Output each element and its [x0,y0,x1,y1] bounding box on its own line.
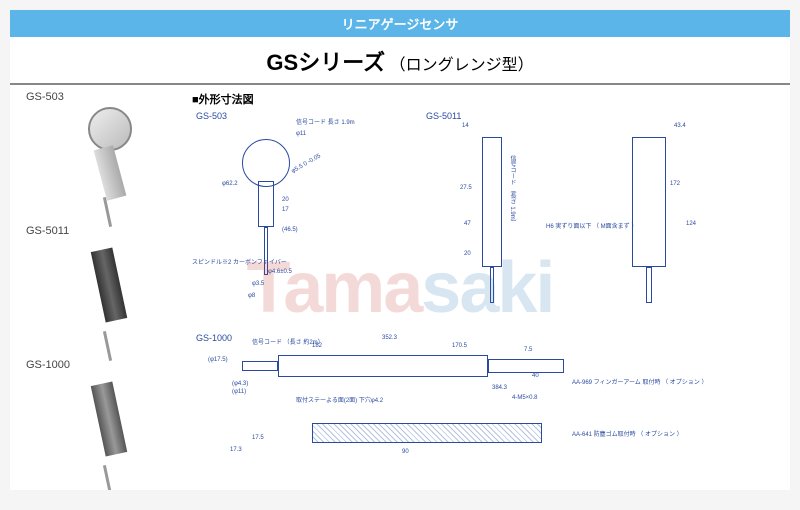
dim: 124 [686,221,696,227]
product-photo [60,241,140,341]
category-band: リニアゲージセンサ [10,10,790,37]
diagram-label: GS-503 [196,111,227,121]
dim: φ3.5 [252,281,264,287]
diagram-gs503: GS-503 信号コード 長さ 1.9m φ11 φ62.2 スピンドル※2 カ… [192,111,382,331]
dim: 40 [532,373,539,379]
dim: 14 [462,123,469,129]
product-gs5011: GS-5011 [20,225,180,341]
page: リニアゲージセンサ GSシリーズ （ロングレンジ型） GS-503 GS-501… [10,10,790,490]
dim: 90 [402,449,409,455]
product-gs1000: GS-1000 [20,359,180,475]
dim: AA-641 防塵ゴム取付時 （ オプション ） [572,429,683,438]
dim: 27.5 [460,185,472,191]
dim: (φ17.5) [208,357,228,363]
dim: φ62.2 [222,181,238,187]
dim: 20 [282,197,289,203]
product-label: GS-5011 [26,225,69,237]
dim: (46.5) [282,227,298,233]
diagram-label: GS-1000 [196,333,232,343]
dim: H6 実ずり面以下 （ M面含まず ） [546,221,637,230]
product-label: GS-503 [26,91,64,103]
dim: (φ11) [232,389,246,395]
diagrams-area: GS-503 信号コード 長さ 1.9m φ11 φ62.2 スピンドル※2 カ… [192,111,752,471]
series-variant: （ロングレンジ型） [390,57,534,74]
dim: 4-M5×0.8 [512,395,538,401]
dim: 信号コード 長さ 1.9m [296,117,355,126]
diagram-label: GS-5011 [426,111,461,121]
dim: 47 [464,221,471,227]
content: GS-503 GS-5011 GS-1000 ■外形寸法図 [10,85,790,481]
dim: φ4.6±0.5 [268,269,292,275]
dim: 17 [282,207,289,213]
dim: 182 [312,343,322,349]
dim: 352.3 [382,335,397,341]
diagram-column: ■外形寸法図 GS-503 信号コード 長さ 1.9m φ11 φ62.2 スピ… [192,91,780,475]
dim: スピンドル※2 カーボンファイバー [192,257,287,266]
dim: 172 [670,181,680,187]
dim: φ5.5 0 -0.05 [291,153,322,174]
dim: AA-969 フィンガーアーム 取付時 （ オプション ） [572,377,707,386]
product-label: GS-1000 [26,359,70,371]
product-column: GS-503 GS-5011 GS-1000 [20,91,180,475]
product-photo [60,107,140,207]
dim: 20 [464,251,471,257]
diagram-gs1000: GS-1000 信号コード （長さ 約2m） (φ17.5) (φ4.3) (φ… [192,333,752,473]
dim: φ11 [296,131,306,137]
product-photo [60,375,140,475]
diagram-gs5011: GS-5011 14 43.4 信号コード （長さ 1.9m） 172 124 … [422,111,732,331]
dim: 17.3 [230,447,242,453]
series-name: GSシリーズ [266,50,385,75]
dimensions-heading: ■外形寸法図 [192,91,780,107]
product-gs503: GS-503 [20,91,180,207]
dim: (φ4.3) [232,381,248,387]
dim: φ8 [248,293,255,299]
dim: 信号コード （長さ 1.9m） [508,155,517,226]
dim: 17.5 [252,435,264,441]
title-row: GSシリーズ （ロングレンジ型） [10,37,790,85]
dim: 384.3 [492,385,507,391]
dim: 7.5 [524,347,532,353]
dim: 170.5 [452,343,467,349]
dim: 取付ステーよる面(2面) 下穴φ4.2 [296,395,383,404]
dim: 43.4 [674,123,686,129]
